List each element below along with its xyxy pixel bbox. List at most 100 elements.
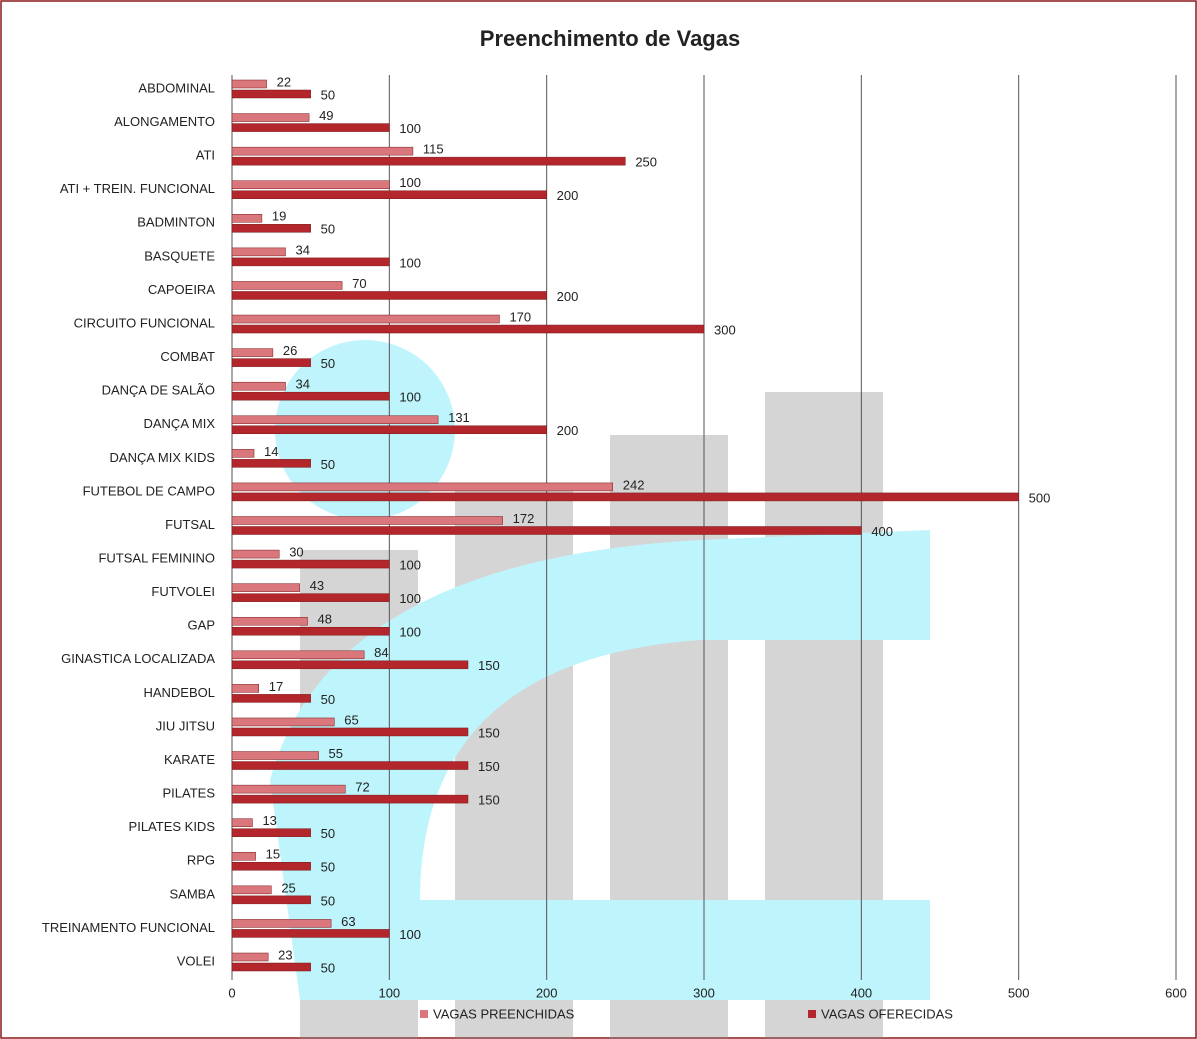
y-tick-label: JIU JITSU — [156, 718, 215, 733]
data-label: 131 — [448, 410, 470, 425]
bar — [232, 819, 252, 827]
legend-swatch — [808, 1010, 816, 1018]
y-tick-label: RPG — [187, 853, 215, 868]
data-label: 200 — [557, 423, 579, 438]
data-label: 43 — [310, 578, 324, 593]
data-label: 170 — [509, 309, 531, 324]
bar — [232, 684, 259, 692]
data-label: 100 — [399, 390, 421, 405]
bar — [232, 426, 547, 434]
data-label: 70 — [352, 276, 366, 291]
y-tick-label: ATI + TREIN. FUNCIONAL — [60, 181, 215, 196]
data-label: 400 — [871, 524, 893, 539]
bar — [232, 80, 267, 88]
bar — [232, 785, 345, 793]
bar — [232, 852, 256, 860]
data-label: 150 — [478, 793, 500, 808]
bar — [232, 359, 311, 367]
data-label: 250 — [635, 155, 657, 170]
bar — [232, 527, 861, 535]
data-label: 100 — [399, 927, 421, 942]
data-label: 100 — [399, 255, 421, 270]
y-tick-label: PILATES — [162, 786, 215, 801]
data-label: 200 — [557, 188, 579, 203]
bar — [232, 124, 389, 132]
data-label: 50 — [321, 356, 335, 371]
x-tick-label: 200 — [536, 985, 558, 1000]
x-tick-label: 300 — [693, 985, 715, 1000]
bar — [232, 829, 311, 837]
bar — [232, 325, 704, 333]
bar — [232, 694, 311, 702]
data-label: 34 — [295, 242, 309, 257]
bar — [232, 953, 268, 961]
data-label: 50 — [321, 87, 335, 102]
data-label: 50 — [321, 222, 335, 237]
data-label: 150 — [478, 725, 500, 740]
bar — [232, 795, 468, 803]
bar — [232, 214, 262, 222]
bar — [232, 224, 311, 232]
y-tick-label: FUTEBOL DE CAMPO — [83, 483, 215, 498]
y-tick-label: TREINAMENTO FUNCIONAL — [42, 920, 215, 935]
data-label: 34 — [295, 377, 309, 392]
bar — [232, 517, 503, 525]
bar — [232, 191, 547, 199]
data-label: 15 — [266, 847, 280, 862]
data-label: 200 — [557, 289, 579, 304]
y-tick-label: CAPOEIRA — [148, 282, 216, 297]
bar — [232, 862, 311, 870]
x-tick-label: 100 — [378, 985, 400, 1000]
data-label: 26 — [283, 343, 297, 358]
y-tick-label: HANDEBOL — [143, 685, 215, 700]
y-tick-label: GAP — [188, 618, 215, 633]
data-label: 100 — [399, 558, 421, 573]
data-label: 115 — [423, 142, 444, 157]
bar — [232, 416, 438, 424]
data-label: 50 — [321, 457, 335, 472]
bar — [232, 181, 389, 189]
data-label: 30 — [289, 545, 303, 560]
bar — [232, 248, 285, 256]
data-label: 150 — [478, 658, 500, 673]
data-label: 49 — [319, 108, 333, 123]
data-label: 50 — [321, 826, 335, 841]
data-label: 100 — [399, 625, 421, 640]
bar — [232, 382, 285, 390]
bar — [232, 594, 389, 602]
y-tick-label: GINASTICA LOCALIZADA — [61, 651, 215, 666]
data-label: 65 — [344, 712, 358, 727]
bar — [232, 728, 468, 736]
bar — [232, 661, 468, 669]
y-tick-label: CIRCUITO FUNCIONAL — [74, 315, 215, 330]
y-tick-label: COMBAT — [160, 349, 215, 364]
bar — [232, 896, 311, 904]
y-tick-label: FUTVOLEI — [151, 584, 215, 599]
x-tick-label: 0 — [228, 985, 235, 1000]
data-label: 55 — [329, 746, 343, 761]
y-tick-label: DANÇA MIX — [143, 416, 215, 431]
x-tick-label: 500 — [1008, 985, 1030, 1000]
bar — [232, 315, 499, 323]
x-tick-label: 600 — [1165, 985, 1187, 1000]
data-label: 23 — [278, 947, 292, 962]
bar — [232, 157, 625, 165]
bar — [232, 718, 334, 726]
bar — [232, 493, 1019, 501]
data-label: 14 — [264, 444, 278, 459]
y-tick-label: FUTSAL — [165, 517, 215, 532]
bar — [232, 560, 389, 568]
bar — [232, 963, 311, 971]
bar — [232, 550, 279, 558]
y-tick-label: VOLEI — [177, 953, 215, 968]
bar — [232, 762, 468, 770]
bar — [232, 291, 547, 299]
data-label: 13 — [262, 813, 276, 828]
bar — [232, 258, 389, 266]
bar — [232, 929, 389, 937]
bar — [232, 627, 389, 635]
data-label: 48 — [318, 612, 332, 627]
data-label: 50 — [321, 893, 335, 908]
data-label: 17 — [269, 679, 283, 694]
y-tick-label: KARATE — [164, 752, 215, 767]
